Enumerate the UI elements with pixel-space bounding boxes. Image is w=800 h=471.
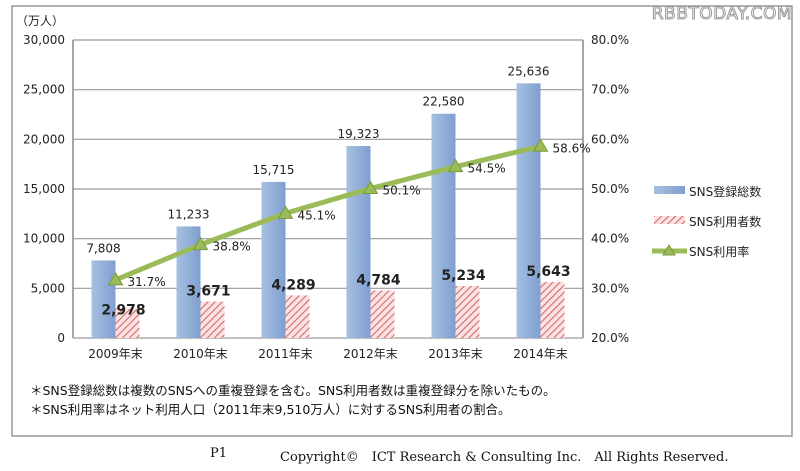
bar-sns-users [370, 290, 395, 338]
bar-sns-registrations [431, 113, 456, 339]
y-left-tick: 15,000 [23, 182, 65, 196]
legend-marker-usage-rate [662, 244, 676, 256]
chart-frame [11, 5, 793, 437]
data-label-users: 2,978 [101, 302, 145, 318]
y-right-tick: 30.0% [591, 281, 629, 295]
marker-sns-usage-rate [192, 236, 209, 251]
bar-sns-users [540, 281, 565, 338]
x-tick: 2013年末 [428, 347, 483, 361]
data-label-registrations: 25,636 [508, 64, 550, 78]
bar-sns-users [285, 295, 310, 338]
y-left-tick: 30,000 [23, 33, 65, 47]
y-right-tick: 80.0% [591, 33, 629, 47]
marker-sns-usage-rate [277, 205, 294, 219]
y-right-tick: 70.0% [591, 83, 629, 97]
page-number: P1 [210, 446, 228, 461]
data-label-users: 5,643 [526, 264, 570, 280]
bar-sns-users [115, 308, 140, 338]
watermark: RBBTODAY.COM [651, 4, 792, 25]
bar-sns-registrations [91, 260, 116, 338]
data-label-registrations: 11,233 [168, 207, 210, 221]
data-label-registrations: 22,580 [423, 95, 465, 109]
y-left-tick: 5,000 [31, 281, 65, 295]
data-label-registrations: 15,715 [253, 163, 295, 177]
footnote-1: ＊SNS登録総数は複数のSNSへの重複登録を含む。SNS利用者数は重複登録分を除… [30, 383, 556, 398]
data-label-users: 4,289 [271, 277, 315, 293]
bar-sns-users [455, 286, 480, 338]
y-unit-label: （万人） [16, 14, 64, 28]
bar-sns-registrations [516, 83, 541, 339]
bar-sns-registrations [346, 146, 371, 338]
y-left-tick: 25,000 [23, 83, 65, 97]
y-left-tick: 0 [57, 331, 65, 345]
footnote-2: ＊SNS利用率はネット利用人口（2011年末9,510万人）に対するSNS利用者… [30, 402, 511, 417]
data-label-users: 4,784 [356, 272, 401, 288]
y-right-tick: 40.0% [591, 232, 629, 246]
legend-label: SNS利用者数 [689, 214, 761, 229]
data-label-usage-rate: 45.1% [298, 208, 336, 222]
y-left-tick: 20,000 [23, 132, 65, 146]
data-label-users: 5,234 [441, 268, 486, 284]
marker-sns-usage-rate [107, 271, 124, 286]
copyright: Copyright© ICT Research & Consulting Inc… [280, 450, 729, 465]
marker-sns-usage-rate [532, 138, 549, 152]
y-right-tick: 20.0% [591, 331, 629, 345]
x-tick: 2014年末 [513, 347, 568, 361]
legend-swatch-registrations [654, 186, 685, 194]
data-label-registrations: 19,323 [338, 127, 380, 141]
bar-sns-users [200, 301, 225, 338]
legend-label: SNS利用率 [689, 244, 749, 259]
data-label-usage-rate: 54.5% [468, 162, 506, 176]
x-tick: 2012年末 [343, 347, 398, 361]
y-right-tick: 50.0% [591, 182, 629, 196]
data-label-registrations: 7,808 [86, 241, 120, 255]
marker-sns-usage-rate [362, 180, 379, 195]
data-label-usage-rate: 58.6% [553, 141, 591, 155]
x-tick: 2009年末 [88, 347, 143, 361]
legend-label: SNS登録総数 [689, 184, 761, 199]
data-label-usage-rate: 31.7% [128, 275, 166, 289]
bar-sns-registrations [261, 181, 286, 338]
y-right-tick: 60.0% [591, 132, 629, 146]
x-tick: 2011年末 [258, 347, 313, 361]
line-sns-usage-rate [114, 143, 542, 283]
legend-swatch-users [654, 216, 685, 224]
data-label-usage-rate: 38.8% [213, 240, 251, 254]
x-tick: 2010年末 [173, 347, 228, 361]
data-label-users: 3,671 [186, 284, 230, 300]
data-label-usage-rate: 50.1% [383, 184, 421, 198]
marker-sns-usage-rate [447, 158, 464, 173]
y-left-tick: 10,000 [23, 232, 65, 246]
